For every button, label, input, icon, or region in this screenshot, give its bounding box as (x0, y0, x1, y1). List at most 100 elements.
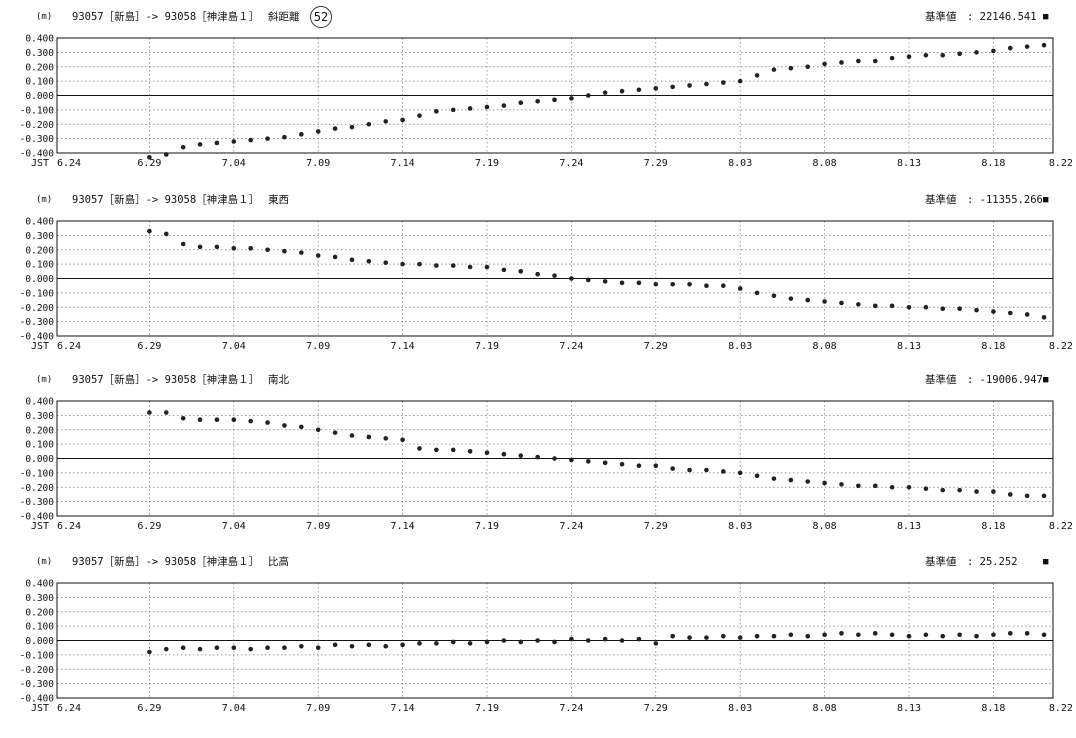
x-tick-label: 7.19 (475, 521, 499, 532)
data-point (366, 434, 372, 440)
data-point (332, 642, 338, 648)
x-tick-label: 6.24 (57, 341, 81, 352)
data-point (417, 641, 422, 646)
data-point (214, 244, 220, 250)
y-tick-label: 0.200 (25, 62, 54, 73)
data-point (400, 261, 405, 267)
data-point (282, 423, 287, 428)
x-tick-label: 6.29 (137, 341, 161, 352)
data-point (889, 632, 895, 638)
reference-label: 基準値 (925, 556, 957, 568)
data-point (332, 430, 338, 435)
data-point (197, 417, 203, 422)
chart-panel-1: (m) 93057［新島］-> 93058［神津島１］ 斜距離 52 基準値 :… (0, 6, 1076, 193)
data-point (687, 635, 692, 640)
data-point (467, 449, 473, 454)
data-point (754, 290, 760, 296)
data-point (974, 50, 979, 55)
data-point (484, 104, 490, 110)
data-point (434, 263, 439, 268)
data-point (214, 417, 220, 422)
data-point (619, 461, 625, 467)
data-point (467, 641, 473, 646)
data-point (147, 228, 152, 234)
data-point (602, 279, 608, 284)
data-point (670, 466, 675, 471)
x-tick-label: 8.13 (897, 158, 921, 169)
data-point (417, 113, 422, 118)
x-tick-label: 7.24 (559, 341, 583, 352)
x-tick-label: 7.29 (644, 703, 668, 714)
x-tick-label: 7.19 (475, 158, 499, 169)
y-tick-label: -0.300 (20, 134, 55, 145)
data-point (974, 489, 979, 494)
data-point (788, 65, 794, 71)
marker-square: ■ (1043, 12, 1049, 22)
station-label: 93057［新島］-> 93058［神津島１］ (72, 194, 260, 206)
data-point (231, 246, 237, 251)
data-point (906, 54, 912, 59)
data-point (974, 633, 979, 639)
marker-square: ■ (1043, 195, 1049, 205)
data-point (535, 638, 540, 643)
y-tick-label: 0.400 (25, 217, 54, 228)
station-label: 93057［新島］-> 93058［神津島１］ (72, 11, 260, 23)
unit-label: (m) (36, 195, 53, 205)
data-point (1007, 631, 1013, 636)
data-point (265, 420, 270, 425)
data-point (856, 58, 861, 64)
data-point (332, 126, 338, 131)
data-point (822, 632, 827, 638)
data-point (906, 484, 912, 490)
data-point (400, 117, 405, 123)
y-tick-label: 0.000 (25, 636, 54, 647)
unit-label: (m) (36, 12, 53, 22)
x-tick-label: 6.29 (137, 521, 161, 532)
x-tick-label: 7.09 (306, 521, 330, 532)
data-point (180, 415, 186, 421)
data-point (248, 418, 253, 424)
data-point (349, 643, 355, 649)
x-tick-label: 7.04 (222, 521, 246, 532)
y-tick-label: 0.200 (25, 425, 54, 436)
plot-svg: 0.400 0.300 0.200 0.100 0.000 -0.100 -0.200 -0.… (20, 579, 1073, 715)
data-point (653, 86, 659, 91)
data-point (248, 646, 253, 652)
data-point (991, 632, 996, 638)
y-tick-label: -0.100 (20, 468, 55, 479)
chart-panel-4: (m) 93057［新島］-> 93058［神津島１］ 比高 基準値 : 25.… (0, 555, 1076, 738)
data-point (805, 633, 811, 639)
data-point (197, 244, 203, 250)
data-point (771, 67, 777, 72)
data-point (585, 638, 591, 643)
data-point (687, 281, 692, 287)
y-tick-label: 0.000 (25, 91, 54, 102)
data-point (940, 487, 946, 493)
data-point (653, 641, 659, 646)
x-tick-label: 6.29 (137, 158, 161, 169)
data-point (299, 132, 304, 137)
reference-label: 基準値 (925, 374, 957, 386)
data-point (754, 633, 760, 639)
data-point (940, 633, 946, 639)
data-point (974, 307, 979, 313)
data-point (991, 489, 996, 494)
y-tick-label: 0.300 (25, 231, 54, 242)
y-tick-label: -0.300 (20, 317, 55, 328)
data-point (552, 273, 557, 278)
x-tick-label: 8.22 (1049, 158, 1073, 169)
data-point (805, 64, 811, 70)
y-tick-label: 0.100 (25, 260, 54, 271)
data-point (1041, 42, 1047, 48)
y-tick-label: 0.100 (25, 440, 54, 451)
data-point (400, 437, 405, 443)
plot-svg: 0.400 0.300 0.200 0.100 0.000 -0.100 -0.200 -0.… (20, 217, 1073, 353)
data-point (1041, 493, 1047, 499)
y-tick-label: -0.200 (20, 665, 55, 676)
data-point (788, 632, 794, 638)
data-point (923, 304, 929, 310)
data-point (248, 246, 253, 251)
data-point (552, 97, 557, 103)
data-point (535, 271, 540, 277)
data-point (737, 635, 743, 640)
